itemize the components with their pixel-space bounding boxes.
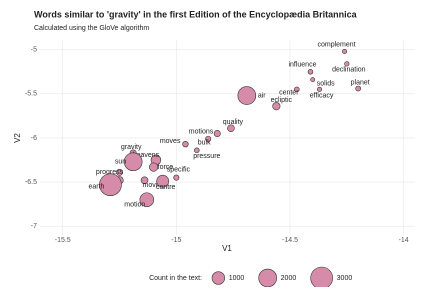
point-label: sun [115, 159, 126, 166]
bubble [317, 87, 321, 91]
legend-label: 1000 [229, 275, 245, 282]
point-label: efficacy [310, 92, 334, 99]
y-tick-label: -7 [31, 223, 37, 230]
bubble [194, 148, 199, 153]
point-label: pressure [193, 153, 220, 160]
chart-subtitle: Calculated using the GloVe algorithm [34, 25, 149, 32]
legend-bubble [259, 269, 277, 287]
y-tick-label: -5 [31, 47, 37, 54]
x-tick-label: -14.5 [282, 237, 298, 244]
point-label: influence [288, 62, 316, 69]
bubble [342, 49, 346, 53]
bubble [356, 86, 361, 91]
point-label: force [158, 164, 174, 171]
point-label: complement [317, 41, 355, 48]
point-label: ecliptic [271, 97, 293, 104]
point-label: air [258, 92, 266, 99]
bubble [345, 62, 350, 67]
y-tick-label: -6 [31, 135, 37, 142]
x-axis-label: V1 [222, 244, 232, 253]
y-tick-label: -6.5 [25, 179, 37, 186]
bubble [124, 153, 142, 171]
x-tick-label: -15 [171, 237, 181, 244]
legend-title: Count in the text: [149, 275, 202, 282]
point-label: bulk [198, 140, 211, 147]
bubble [214, 130, 220, 136]
legend-bubble [212, 272, 225, 285]
point-label: centre [156, 184, 176, 191]
bubble [149, 163, 158, 172]
point-label: quality [223, 119, 244, 126]
point-label: gravity [121, 144, 142, 151]
x-tick-label: -14 [399, 237, 409, 244]
bubble [311, 78, 315, 82]
legend-bubble [311, 267, 333, 287]
legend-label: 3000 [337, 275, 353, 282]
point-label: planet [351, 79, 370, 86]
point-label: motions [189, 128, 214, 135]
point-label: declination [332, 67, 366, 74]
point-label: earth [88, 184, 104, 191]
bubble [308, 69, 313, 74]
background [0, 0, 425, 287]
chart-title: Words similar to 'gravity' in the first … [34, 9, 358, 19]
legend-label: 2000 [281, 275, 297, 282]
bubble [183, 141, 189, 147]
point-label: solids [317, 81, 335, 88]
x-tick-label: -15.5 [55, 237, 71, 244]
point-label: center [279, 89, 299, 96]
point-label: motion [124, 202, 145, 209]
y-tick-label: -5.5 [25, 91, 37, 98]
bubble [238, 87, 256, 105]
chart: Words similar to 'gravity' in the first … [0, 0, 425, 287]
y-axis-label: V2 [13, 133, 22, 143]
bubble [174, 175, 179, 180]
point-label: moves [160, 138, 181, 145]
